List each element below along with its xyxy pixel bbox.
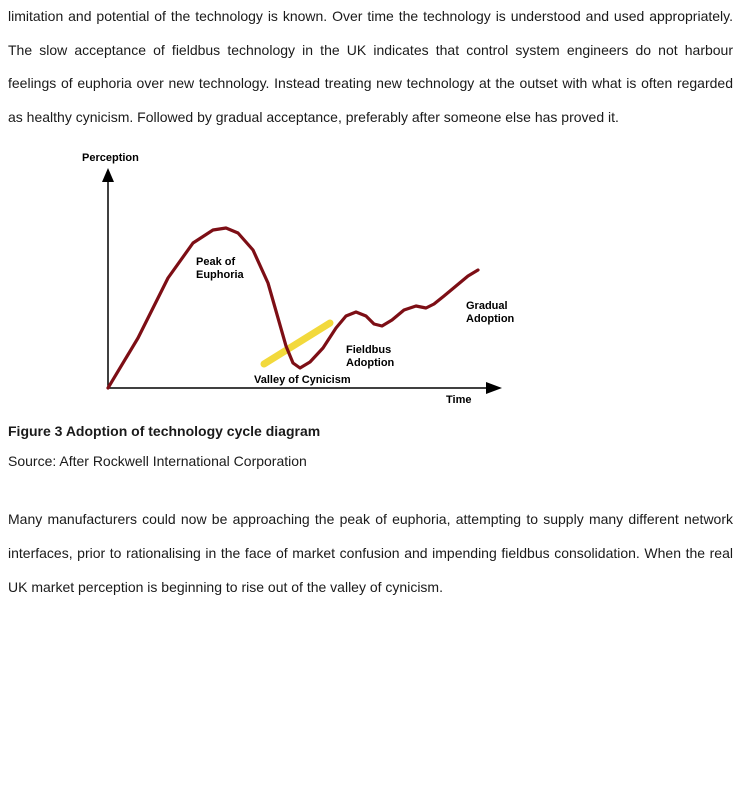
y-axis-label: Perception xyxy=(82,152,139,164)
valley-label: Valley of Cynicism xyxy=(254,374,351,386)
chart-svg xyxy=(78,168,508,408)
figure-source: Source: After Rockwell International Cor… xyxy=(8,453,733,469)
peak-label-2: Euphoria xyxy=(196,269,244,281)
peak-label-1: Peak of xyxy=(196,256,235,268)
adoption-chart: Perception Peak of Euphoria Valley of Cy… xyxy=(78,154,733,413)
fieldbus-label-1: Fieldbus xyxy=(346,344,391,356)
fieldbus-label-2: Adoption xyxy=(346,357,394,369)
figure-caption: Figure 3 Adoption of technology cycle di… xyxy=(8,423,733,439)
paragraph-1: limitation and potential of the technolo… xyxy=(8,0,733,134)
gradual-label-2: Adoption xyxy=(466,313,514,325)
gradual-label-1: Gradual xyxy=(466,300,508,312)
x-axis-label: Time xyxy=(446,394,471,406)
paragraph-2: Many manufacturers could now be approach… xyxy=(8,503,733,604)
